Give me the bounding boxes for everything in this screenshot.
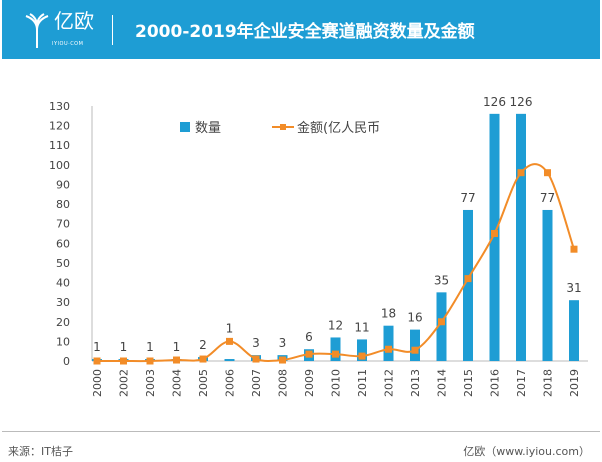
y-tick-label: 70 <box>56 218 70 231</box>
legend-bar-label: 数量 <box>195 121 221 136</box>
header-divider <box>112 15 113 45</box>
bar <box>516 113 526 361</box>
data-label: 1 <box>173 340 181 354</box>
line-marker <box>464 275 472 283</box>
x-tick-label: 2017 <box>515 369 528 397</box>
legend-line-marker <box>280 124 286 130</box>
line-marker <box>358 352 366 360</box>
x-tick-label: 2012 <box>383 369 396 397</box>
y-tick-label: 20 <box>56 316 70 329</box>
line-marker <box>570 245 578 253</box>
x-tick-label: 2010 <box>330 369 343 397</box>
y-tick-label: 60 <box>56 237 70 250</box>
x-tick-label: 2002 <box>118 369 131 397</box>
line-marker <box>411 346 419 354</box>
x-tick-label: 2000 <box>91 369 104 397</box>
chart: 0 10 20 30 40 50 60 70 80 90 100 110 120 130 1 2000 1 200… <box>49 95 588 397</box>
legend-bar-swatch <box>180 122 190 132</box>
y-tick-label: 110 <box>49 139 70 152</box>
y-tick-label: 100 <box>49 159 70 172</box>
x-tick-label: 2016 <box>489 369 502 397</box>
bar <box>542 209 553 361</box>
logo-icon <box>25 13 49 48</box>
data-label: 1 <box>93 340 101 354</box>
line-marker <box>120 357 127 365</box>
bar <box>463 209 473 361</box>
bar <box>569 300 579 361</box>
x-tick-label: 2009 <box>303 369 316 397</box>
y-tick-label: 90 <box>56 178 70 191</box>
y-tick-label: 40 <box>56 277 70 290</box>
y-tick-label: 80 <box>56 198 70 211</box>
bar <box>383 325 394 361</box>
data-label: 2 <box>199 338 207 352</box>
y-tick-label: 10 <box>56 335 70 348</box>
line-marker <box>438 318 445 326</box>
bar <box>224 359 235 361</box>
chart-title: 2000-2019年企业安全赛道融资数量及金额 <box>135 22 475 42</box>
x-tick-label: 2003 <box>144 369 157 397</box>
bar <box>330 337 341 361</box>
data-label: 6 <box>305 330 313 344</box>
data-label: 16 <box>407 311 422 325</box>
line-marker <box>517 169 525 177</box>
y-tick-label: 30 <box>56 296 70 309</box>
bar <box>410 329 420 361</box>
header-banner: 亿欧 IYIOU·COM 2000-2019年企业安全赛道融资数量及金额 <box>2 0 600 59</box>
line-marker <box>385 345 392 353</box>
bar <box>489 113 500 361</box>
footer-divider <box>2 431 600 432</box>
data-label: 3 <box>279 336 287 350</box>
data-label: 1 <box>146 340 154 354</box>
source-text: 来源：IT桔子 <box>8 445 73 458</box>
line-marker <box>279 356 286 364</box>
data-label: 11 <box>354 320 369 334</box>
data-label: 18 <box>381 307 396 321</box>
data-label: 126 <box>483 95 506 109</box>
y-tick-label: 50 <box>56 257 70 270</box>
x-tick-label: 2018 <box>542 369 555 397</box>
data-label: 77 <box>460 191 475 205</box>
line-marker <box>173 356 180 364</box>
x-tick-label: 2014 <box>436 369 449 397</box>
data-label: 12 <box>328 318 343 332</box>
line-marker <box>332 350 339 358</box>
bar <box>357 339 367 361</box>
brand-text: 亿欧（www.iyiou.com） <box>463 445 590 458</box>
data-label: 126 <box>510 95 533 109</box>
logo: 亿欧 IYIOU·COM <box>24 10 104 52</box>
line-marker <box>491 230 498 237</box>
line-marker <box>226 337 233 345</box>
y-tick-label: 130 <box>49 100 70 113</box>
line-marker <box>199 355 207 363</box>
line-marker <box>252 355 260 363</box>
legend-line-label: 金额(亿人民币 <box>297 120 380 136</box>
data-label: 77 <box>540 191 555 205</box>
line-marker <box>544 169 551 177</box>
x-tick-label: 2004 <box>171 369 184 397</box>
data-label: 1 <box>226 321 234 335</box>
x-tick-label: 2005 <box>197 369 210 397</box>
x-tick-label: 2011 <box>356 369 369 397</box>
logo-text: 亿欧 <box>54 9 94 33</box>
x-tick-label: 2015 <box>462 369 475 397</box>
data-label: 35 <box>434 273 449 287</box>
y-tick-label: 120 <box>49 120 70 133</box>
data-label: 31 <box>566 281 581 295</box>
x-tick-label: 2007 <box>250 369 263 397</box>
y-tick-label: 0 <box>63 355 70 368</box>
x-tick-label: 2019 <box>568 369 581 397</box>
logo-subtext: IYIOU·COM <box>52 41 84 47</box>
bar <box>436 292 447 361</box>
data-label: 3 <box>252 336 260 350</box>
x-tick-label: 2013 <box>409 369 422 397</box>
x-tick-label: 2006 <box>224 369 237 397</box>
x-tick-label: 2008 <box>277 369 290 397</box>
line-marker <box>305 350 313 358</box>
line-marker <box>146 357 154 365</box>
data-label: 1 <box>120 340 128 354</box>
line-marker <box>93 357 101 365</box>
